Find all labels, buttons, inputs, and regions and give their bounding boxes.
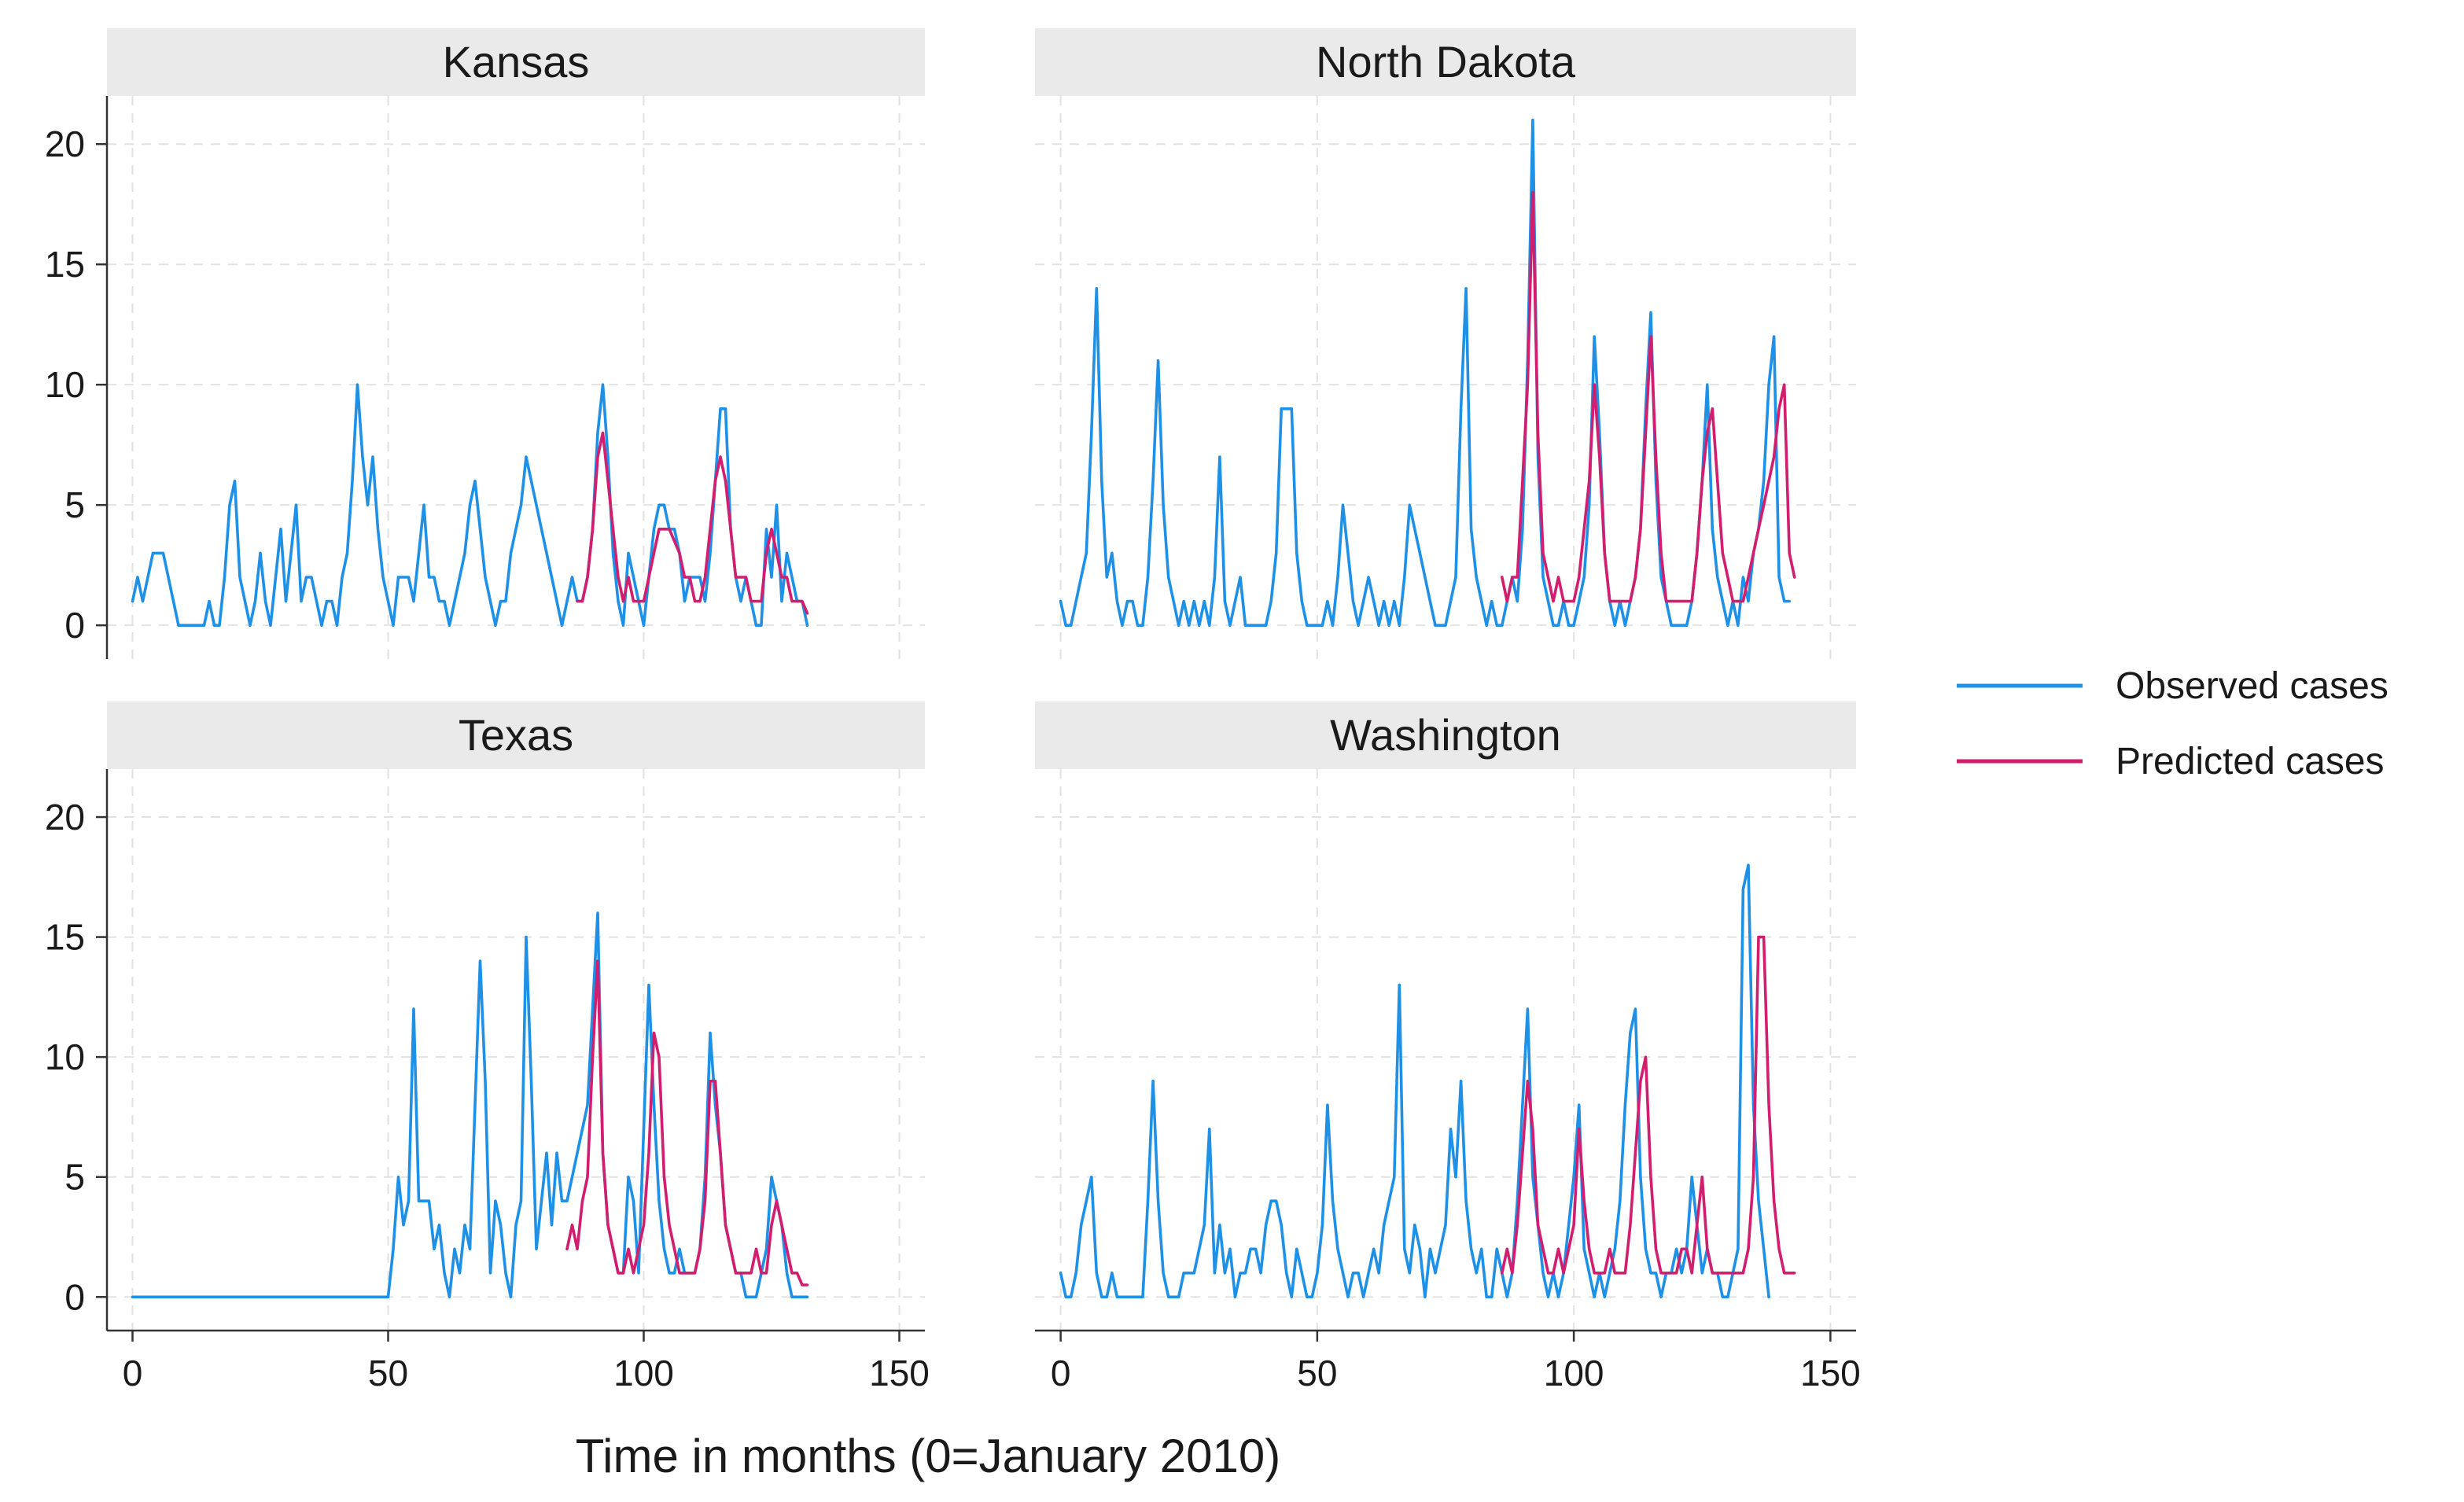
panel-north-dakota: North Dakota <box>1035 28 1856 659</box>
y-tick-label: 15 <box>45 244 85 285</box>
series-line-observed <box>1059 118 1791 628</box>
panel-strip <box>1035 701 1856 769</box>
panel-title: Kansas <box>443 37 590 87</box>
x-tick-label: 100 <box>1544 1353 1604 1393</box>
legend-label-predicted: Predicted cases <box>2116 741 2385 782</box>
panels: Kansas 0 5 10 15 20 North Dakota Texas 0 5 10 15 20 0… <box>45 28 1861 1393</box>
series-line-observed <box>1059 863 1770 1299</box>
series-line-predicted <box>576 431 809 615</box>
panel-strip <box>107 701 925 769</box>
series-line-predicted <box>1501 190 1796 603</box>
y-tick-label: 15 <box>45 917 85 958</box>
y-tick-label: 10 <box>45 364 85 405</box>
panel-strip <box>1035 28 1856 96</box>
panel-kansas: Kansas 0 5 10 15 20 <box>45 28 925 659</box>
y-tick-label: 5 <box>64 484 85 525</box>
x-tick-label: 0 <box>1051 1353 1071 1393</box>
x-tick-label: 50 <box>368 1353 408 1393</box>
panel-title: Texas <box>459 710 573 760</box>
x-tick-label: 150 <box>869 1353 930 1393</box>
x-axis-label: Time in months (0=January 2010) <box>576 1430 1281 1482</box>
series-line-predicted <box>1501 935 1796 1275</box>
x-tick-label: 50 <box>1297 1353 1337 1393</box>
x-tick-label: 0 <box>123 1353 143 1393</box>
legend-label-observed: Observed cases <box>2116 665 2388 707</box>
panel-title: North Dakota <box>1316 37 1576 87</box>
panel-title: Washington <box>1330 710 1561 760</box>
y-tick-label: 0 <box>64 1276 85 1317</box>
series-line-predicted <box>565 959 809 1287</box>
series-line-observed <box>131 911 809 1299</box>
y-tick-label: 20 <box>45 123 85 164</box>
panel-washington: Washington 0 50 100 150 <box>1035 701 1861 1393</box>
panel-texas: Texas 0 5 10 15 20 0 50 100 150 <box>45 701 930 1393</box>
y-tick-label: 0 <box>64 605 85 646</box>
y-tick-label: 10 <box>45 1036 85 1077</box>
x-tick-label: 150 <box>1800 1353 1861 1393</box>
y-tick-label: 20 <box>45 797 85 838</box>
panel-strip <box>107 28 925 96</box>
legend: Observed cases Predicted cases <box>1957 665 2388 782</box>
series-line-observed <box>131 383 809 628</box>
y-tick-label: 5 <box>64 1157 85 1198</box>
x-tick-label: 100 <box>613 1353 674 1393</box>
